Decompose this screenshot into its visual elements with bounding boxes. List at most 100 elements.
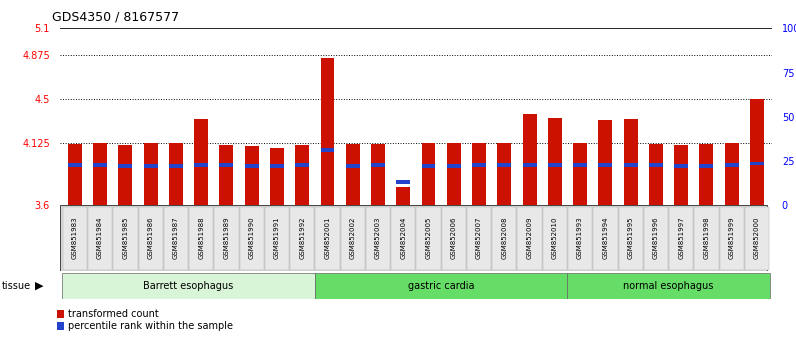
Bar xyxy=(472,163,486,167)
Text: normal esophagus: normal esophagus xyxy=(623,281,714,291)
Bar xyxy=(624,119,638,205)
Text: GSM852005: GSM852005 xyxy=(426,217,431,259)
Bar xyxy=(674,144,688,205)
Text: GDS4350 / 8167577: GDS4350 / 8167577 xyxy=(52,11,179,24)
Bar xyxy=(548,118,562,205)
Bar xyxy=(371,144,385,205)
Text: GSM851998: GSM851998 xyxy=(704,217,709,259)
Bar xyxy=(321,58,334,205)
Bar xyxy=(724,163,739,167)
Bar xyxy=(396,180,410,184)
Bar xyxy=(694,207,719,269)
Text: GSM851984: GSM851984 xyxy=(97,217,103,259)
Text: GSM851989: GSM851989 xyxy=(224,217,229,259)
Bar xyxy=(169,164,183,168)
Bar xyxy=(498,143,511,205)
Bar xyxy=(144,164,158,168)
Text: GSM852009: GSM852009 xyxy=(527,217,533,259)
Bar xyxy=(422,143,435,205)
Text: ▶: ▶ xyxy=(35,281,44,291)
Bar xyxy=(345,164,360,168)
Bar xyxy=(649,144,663,205)
Bar xyxy=(548,163,562,167)
Bar xyxy=(700,144,713,205)
Bar xyxy=(447,143,461,205)
Bar xyxy=(113,207,138,269)
Bar xyxy=(315,273,568,299)
Text: GSM852010: GSM852010 xyxy=(552,217,558,259)
Text: GSM851986: GSM851986 xyxy=(147,217,154,259)
Bar xyxy=(270,164,284,168)
Bar xyxy=(144,143,158,205)
Text: tissue: tissue xyxy=(2,281,31,291)
Bar xyxy=(244,146,259,205)
Bar xyxy=(472,143,486,205)
Bar xyxy=(315,207,340,269)
Text: GSM851990: GSM851990 xyxy=(248,217,255,259)
Bar xyxy=(745,207,769,269)
Bar xyxy=(214,207,239,269)
Bar xyxy=(498,163,511,167)
Bar xyxy=(371,163,385,167)
Bar xyxy=(700,164,713,168)
Bar xyxy=(599,163,612,167)
Bar xyxy=(593,207,618,269)
Bar xyxy=(341,207,365,269)
Bar xyxy=(422,164,435,168)
Bar xyxy=(750,161,764,165)
Bar xyxy=(220,145,233,205)
Bar xyxy=(220,163,233,167)
Bar xyxy=(194,119,208,205)
Bar xyxy=(543,207,567,269)
Bar xyxy=(568,207,592,269)
Bar xyxy=(416,207,441,269)
Text: GSM852002: GSM852002 xyxy=(349,217,356,259)
Bar xyxy=(467,207,491,269)
Text: GSM852003: GSM852003 xyxy=(375,217,381,259)
Bar xyxy=(523,114,537,205)
Bar xyxy=(573,143,587,205)
Bar xyxy=(93,143,107,205)
Text: GSM851996: GSM851996 xyxy=(653,217,659,259)
Bar xyxy=(492,207,517,269)
Text: GSM851985: GSM851985 xyxy=(123,217,128,259)
Bar xyxy=(93,163,107,167)
Text: GSM852008: GSM852008 xyxy=(501,217,507,259)
Bar xyxy=(244,164,259,168)
Text: GSM851997: GSM851997 xyxy=(678,217,685,259)
Bar xyxy=(523,163,537,167)
Text: GSM851999: GSM851999 xyxy=(728,217,735,259)
Bar xyxy=(270,148,284,205)
Bar xyxy=(295,145,309,205)
Bar xyxy=(750,99,764,205)
Text: Barrett esophagus: Barrett esophagus xyxy=(143,281,234,291)
Bar xyxy=(724,143,739,205)
Bar xyxy=(391,207,416,269)
Bar xyxy=(88,207,112,269)
Bar xyxy=(139,207,162,269)
Bar xyxy=(618,207,643,269)
Bar xyxy=(649,163,663,167)
Bar xyxy=(62,273,315,299)
Bar xyxy=(568,273,770,299)
Bar xyxy=(295,163,309,167)
Text: GSM851987: GSM851987 xyxy=(173,217,179,259)
Bar xyxy=(447,164,461,168)
Bar xyxy=(290,207,314,269)
Bar xyxy=(517,207,542,269)
Bar xyxy=(240,207,263,269)
Text: GSM851993: GSM851993 xyxy=(577,217,583,259)
Text: GSM852006: GSM852006 xyxy=(451,217,457,259)
Bar xyxy=(669,207,693,269)
Bar xyxy=(644,207,668,269)
Bar xyxy=(63,207,87,269)
Bar xyxy=(321,148,334,152)
Text: GSM852007: GSM852007 xyxy=(476,217,482,259)
Text: GSM852004: GSM852004 xyxy=(400,217,406,259)
Bar xyxy=(624,163,638,167)
Bar xyxy=(265,207,289,269)
Text: GSM851994: GSM851994 xyxy=(603,217,608,259)
Text: GSM851992: GSM851992 xyxy=(299,217,305,259)
Bar xyxy=(68,144,82,205)
Text: GSM851995: GSM851995 xyxy=(628,217,634,259)
